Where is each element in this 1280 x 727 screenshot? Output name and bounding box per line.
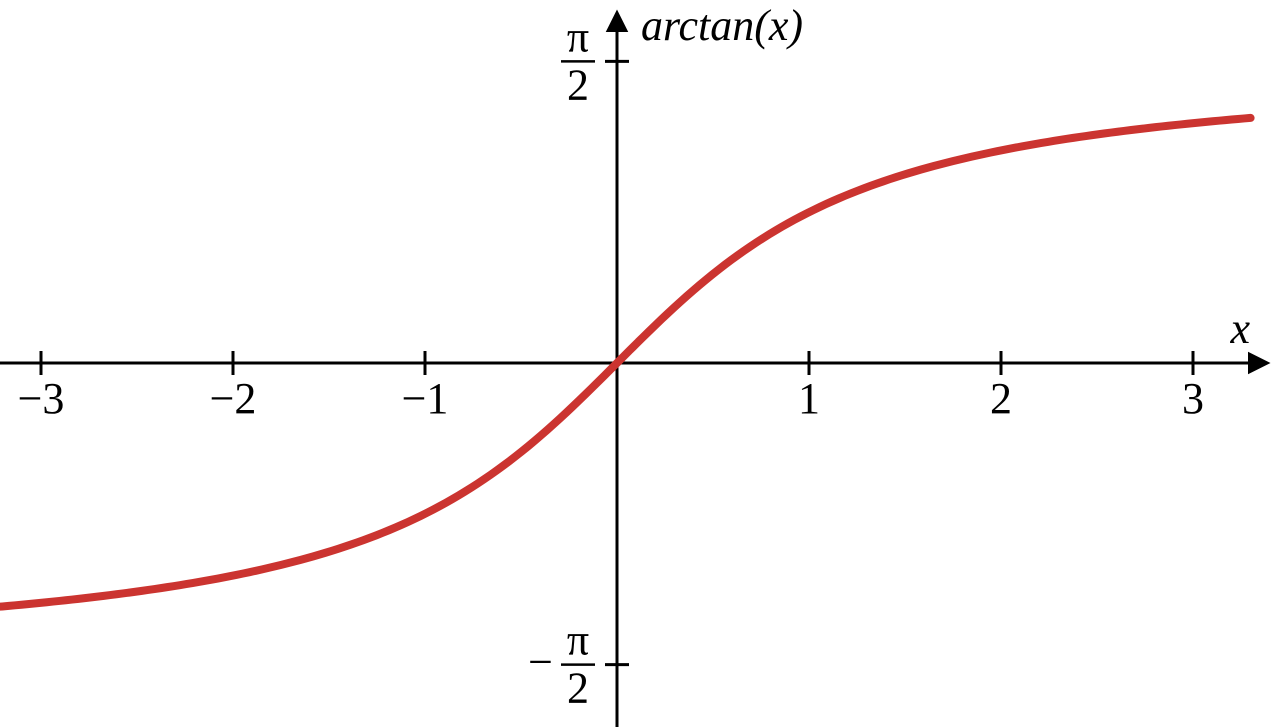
y-tick-label: π2 [561,12,595,109]
axes [0,14,1266,727]
svg-text:π: π [567,616,589,665]
x-tick-label: −1 [402,374,449,423]
y-axis-label: arctan(x) [641,1,803,50]
x-tick-label: −2 [210,374,257,423]
x-tick-label: 3 [1182,374,1204,423]
x-axis-label: x [1229,304,1250,353]
svg-text:2: 2 [567,664,589,713]
svg-text:2: 2 [567,60,589,109]
svg-text:−: − [528,638,553,687]
svg-text:π: π [567,12,589,61]
x-tick-label: −3 [18,374,65,423]
x-tick-label: 2 [990,374,1012,423]
arctan-plot: −3−2−1123 π2−π2 x arctan(x) [0,0,1280,727]
x-tick-label: 1 [798,374,820,423]
y-tick-label: −π2 [528,616,595,713]
